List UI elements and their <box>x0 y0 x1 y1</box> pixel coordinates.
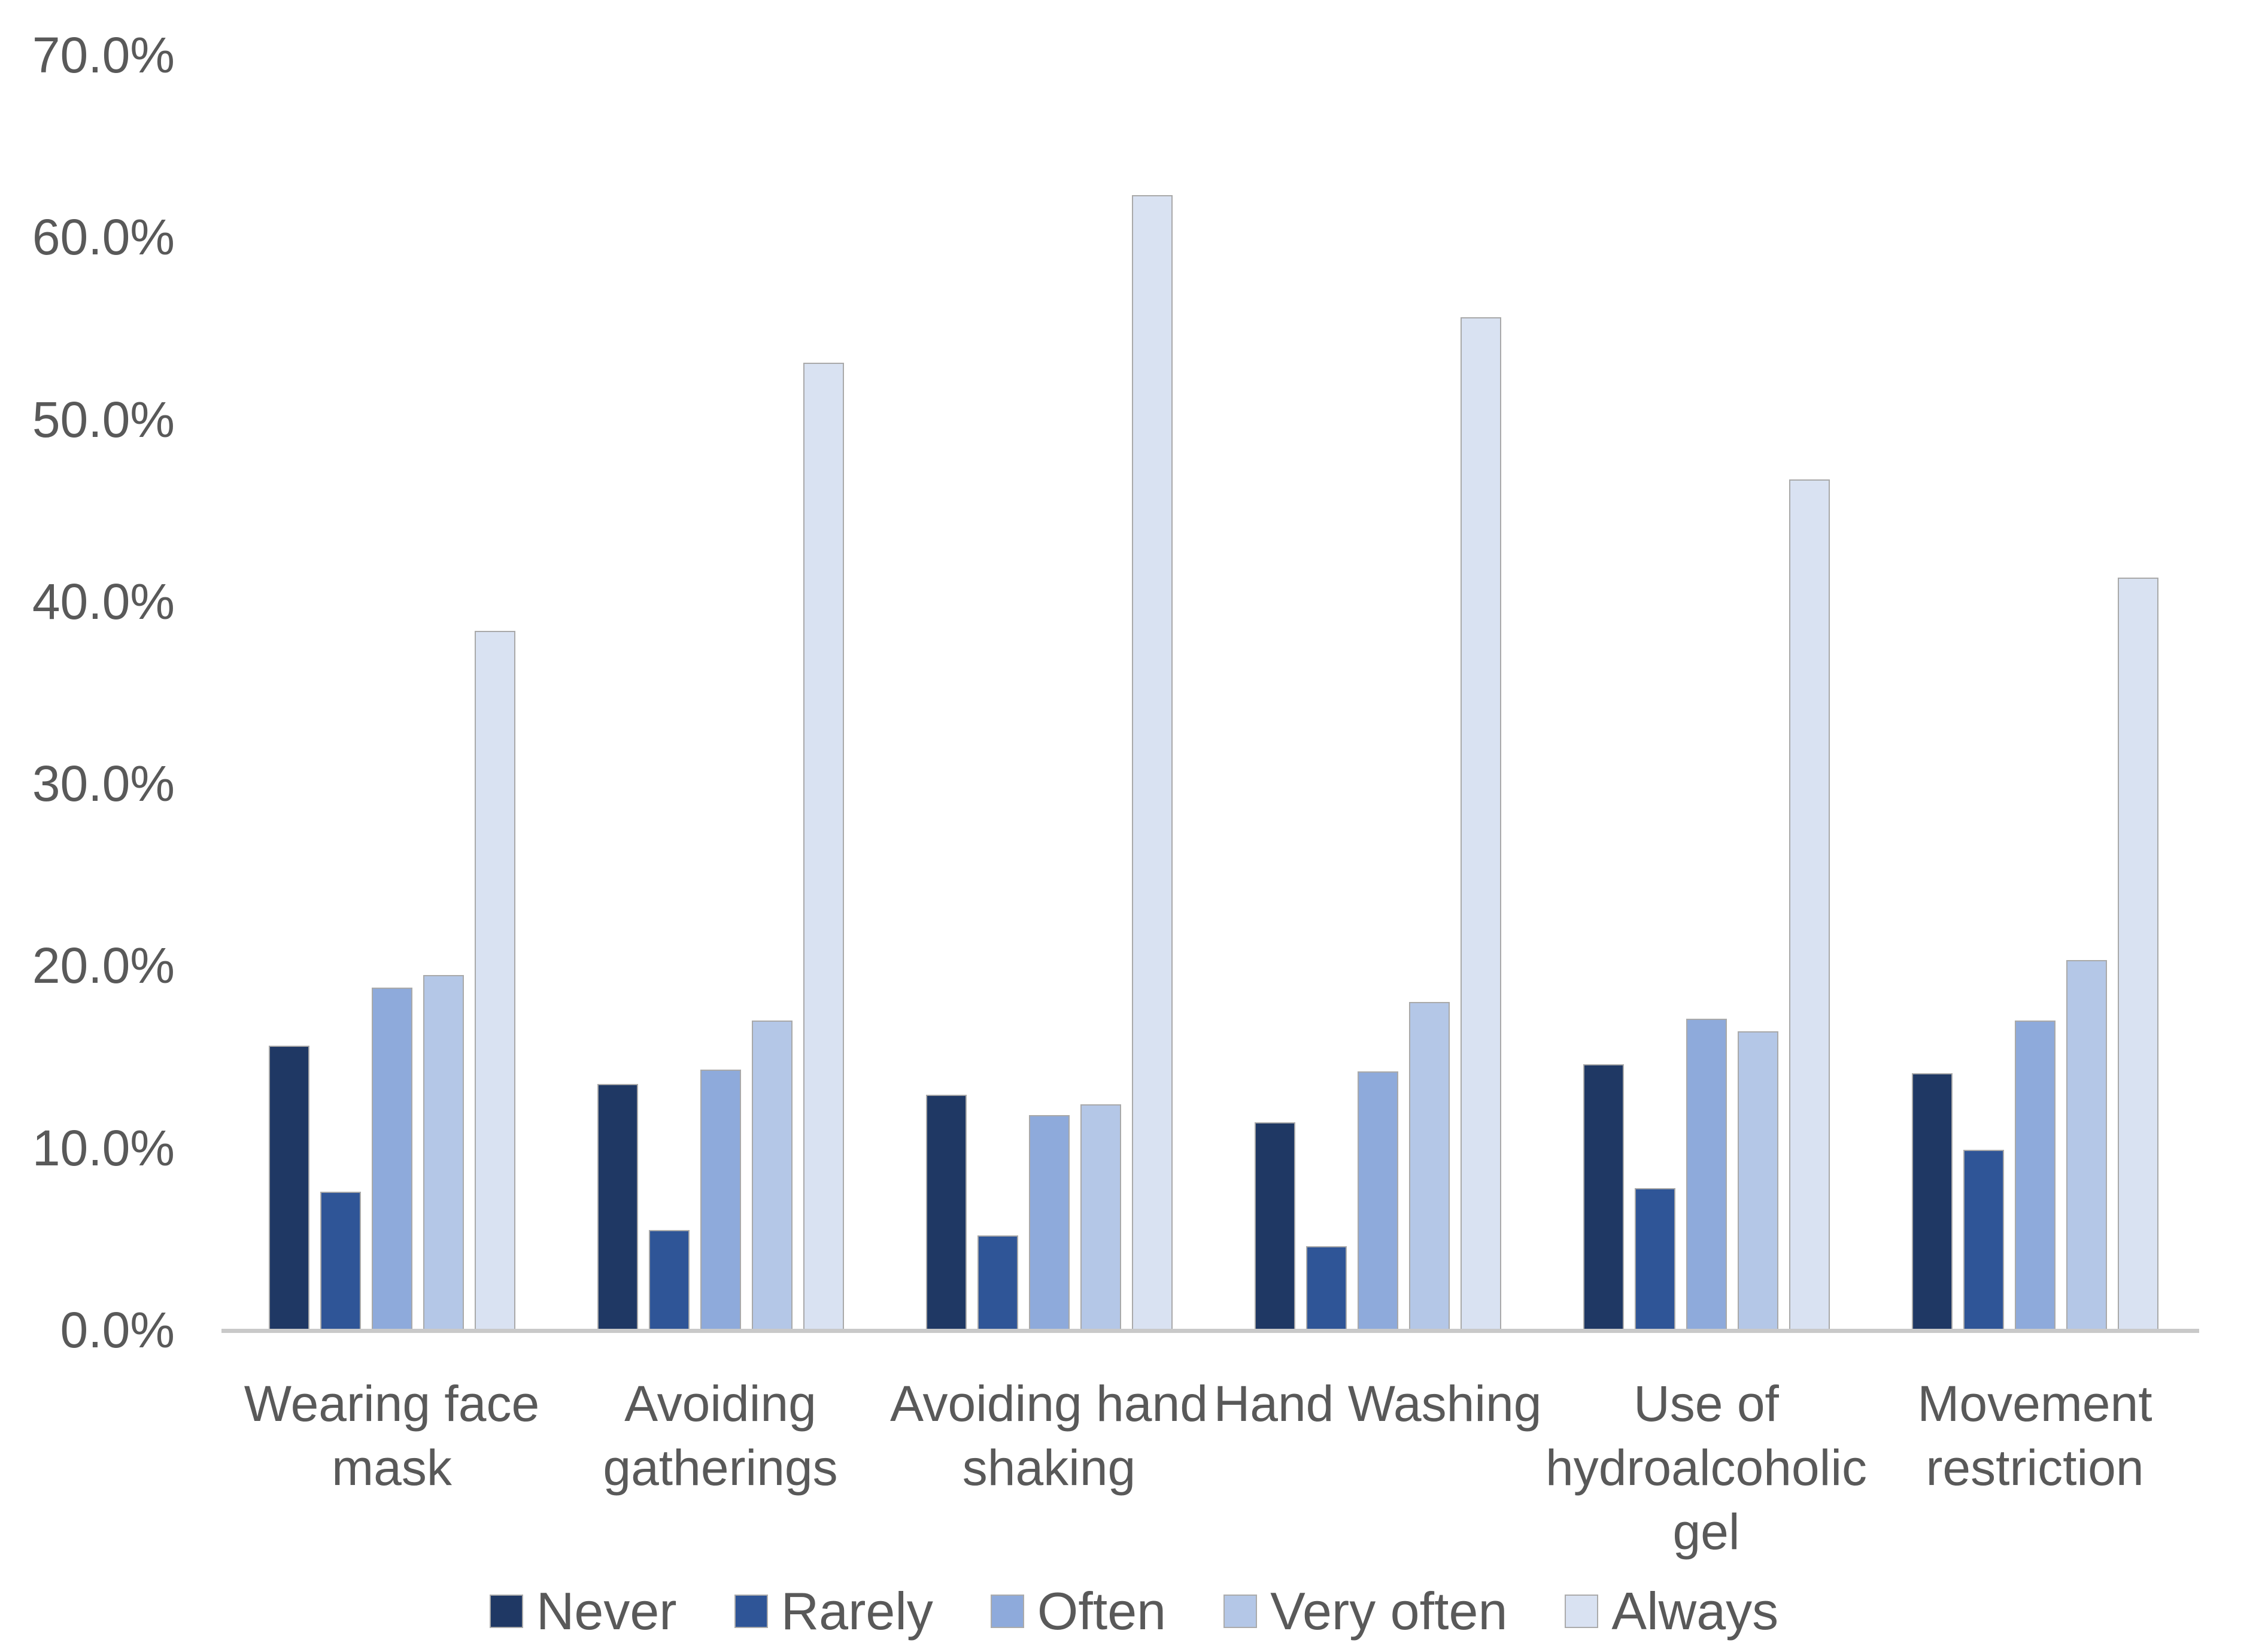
bar-group-3 <box>1213 55 1542 1330</box>
bar-group-1 <box>556 55 885 1330</box>
bar-always-0 <box>474 630 515 1330</box>
legend-item-never: Never <box>489 1581 677 1641</box>
bar-often-2 <box>1028 1114 1070 1330</box>
y-tick-label-0: 0.0% <box>60 1302 175 1358</box>
bar-very-often-2 <box>1080 1104 1121 1330</box>
bar-group-5 <box>1871 55 2199 1330</box>
x-axis-line <box>221 1329 2199 1333</box>
x-category-label-3: Hand Washing <box>1213 1375 1542 1432</box>
legend-item-always: Always <box>1565 1581 1778 1641</box>
y-tick-label-40: 40.0% <box>32 573 175 630</box>
bar-never-5 <box>1911 1073 1953 1330</box>
bar-often-0 <box>371 987 412 1330</box>
bar-never-4 <box>1583 1064 1624 1330</box>
plot-area <box>221 55 2199 1333</box>
bar-very-often-3 <box>1408 1002 1450 1330</box>
legend-color-swatch <box>1565 1595 1599 1628</box>
y-tick-label-30: 30.0% <box>32 755 175 812</box>
bar-often-1 <box>700 1069 741 1330</box>
x-category-label-0: Wearing face mask <box>244 1375 540 1496</box>
bar-always-5 <box>2117 578 2158 1330</box>
y-tick-label-20: 20.0% <box>32 937 175 994</box>
legend-color-swatch <box>990 1595 1024 1628</box>
bar-group-4 <box>1542 55 1871 1330</box>
bar-rarely-4 <box>1634 1188 1675 1330</box>
bar-often-4 <box>1686 1018 1727 1330</box>
y-tick-label-60: 60.0% <box>32 209 175 266</box>
bar-rarely-2 <box>977 1235 1018 1330</box>
y-tick-label-70: 70.0% <box>32 27 175 83</box>
bar-always-2 <box>1131 195 1173 1330</box>
legend-label: Often <box>1037 1581 1167 1641</box>
bar-rarely-5 <box>1963 1149 2004 1330</box>
bar-very-often-4 <box>1737 1031 1778 1330</box>
legend: Never Rarely Often Very often Always <box>0 1581 2268 1641</box>
y-tick-label-10: 10.0% <box>32 1119 175 1176</box>
bar-always-1 <box>803 363 844 1330</box>
legend-label: Always <box>1611 1581 1779 1641</box>
bar-very-often-1 <box>751 1020 793 1330</box>
x-category-label-1: Avoiding gatherings <box>603 1375 838 1496</box>
legend-label: Never <box>536 1581 677 1641</box>
bar-rarely-1 <box>648 1229 690 1330</box>
bar-never-3 <box>1254 1122 1295 1330</box>
bar-often-3 <box>1357 1071 1398 1330</box>
legend-color-swatch <box>1223 1595 1258 1628</box>
bar-often-5 <box>2014 1020 2056 1330</box>
bar-very-often-0 <box>423 974 464 1330</box>
bar-group-2 <box>885 55 1213 1330</box>
x-axis-labels: Wearing face mask Avoiding gatherings Avoi… <box>227 1372 2199 1564</box>
legend-item-often: Often <box>990 1581 1167 1641</box>
legend-item-very-often: Very often <box>1223 1581 1507 1641</box>
bar-very-often-5 <box>2066 960 2107 1330</box>
legend-label: Rarely <box>781 1581 933 1641</box>
bar-never-0 <box>268 1046 309 1330</box>
bar-rarely-0 <box>320 1191 361 1330</box>
legend-item-rarely: Rarely <box>734 1581 933 1641</box>
x-category-label-2: Avoiding hand shaking <box>890 1375 1208 1496</box>
bar-never-1 <box>597 1084 638 1330</box>
bar-rarely-3 <box>1305 1246 1347 1330</box>
x-category-label-4: Use of hydroalcoholic gel <box>1546 1375 1867 1560</box>
legend-color-swatch <box>489 1595 523 1628</box>
bar-always-3 <box>1460 317 1501 1330</box>
legend-label: Very often <box>1270 1581 1508 1641</box>
bar-never-2 <box>925 1095 967 1330</box>
legend-color-swatch <box>734 1595 768 1628</box>
bar-group-0 <box>227 55 556 1330</box>
x-category-label-5: Movement restriction <box>1917 1375 2152 1496</box>
bar-always-4 <box>1789 479 1830 1330</box>
y-tick-label-50: 50.0% <box>32 391 175 448</box>
